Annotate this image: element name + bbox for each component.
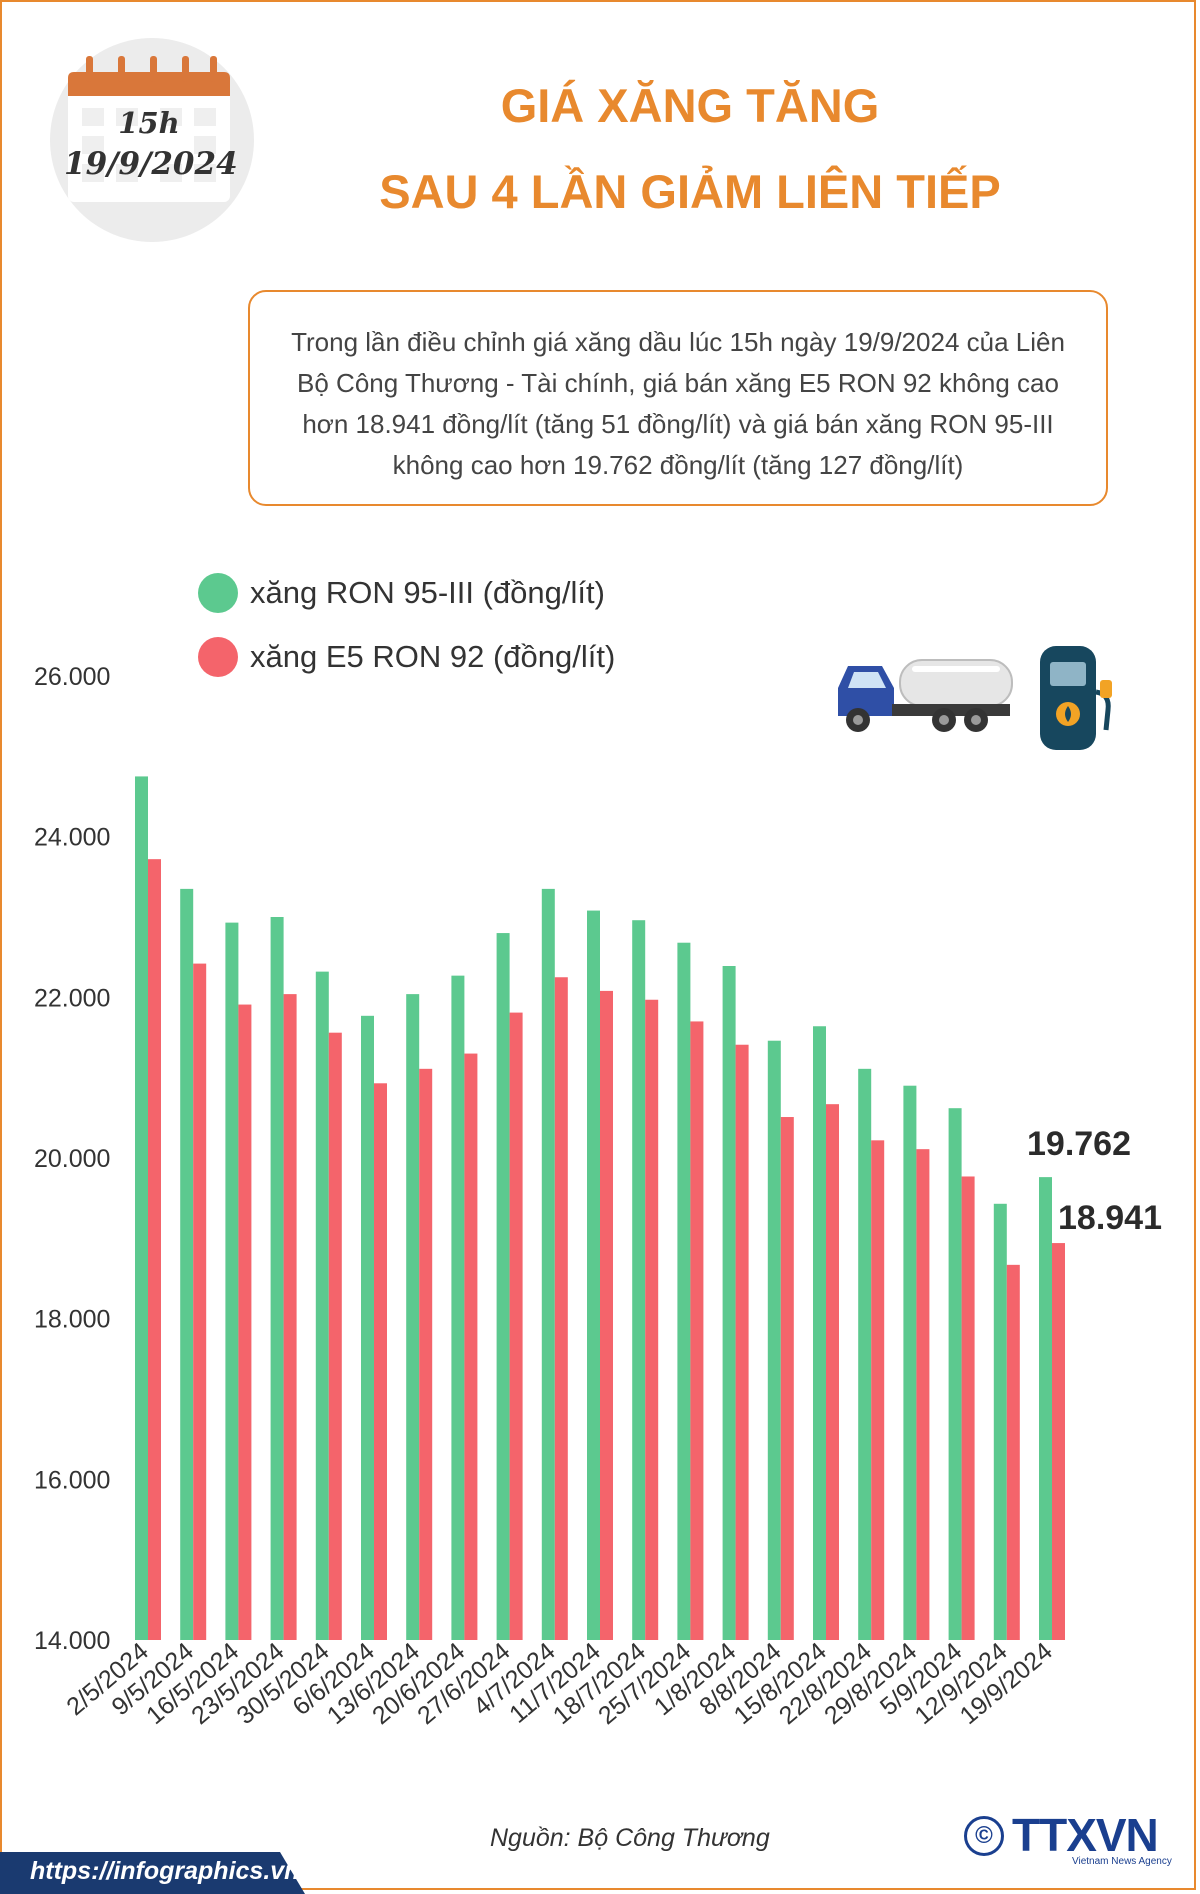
calendar-icon <box>68 56 230 202</box>
y-tick-label: 14.000 <box>34 1627 110 1655</box>
bar-ron95 <box>813 1026 826 1640</box>
legend-label-e5ron92: xăng E5 RON 92 (đồng/lít) <box>250 639 616 674</box>
legend-label-ron95: xăng RON 95-III (đồng/lít) <box>250 575 605 610</box>
description-box: Trong lần điều chỉnh giá xăng dầu lúc 15… <box>248 290 1108 506</box>
description-text: Trong lần điều chỉnh giá xăng dầu lúc 15… <box>291 327 1065 480</box>
bar-e5ron92 <box>283 994 297 1640</box>
bar-ron95 <box>858 1068 872 1640</box>
bar-e5ron92 <box>374 1083 387 1640</box>
bar-e5ron92 <box>554 977 568 1640</box>
bar-e5ron92 <box>1052 1243 1065 1640</box>
y-tick-label: 26.000 <box>34 663 110 691</box>
bar-ron95 <box>948 1108 962 1640</box>
header-date: 19/9/2024 <box>64 146 238 182</box>
legend-dot-ron95 <box>198 573 238 613</box>
bar-e5ron92 <box>148 859 161 1640</box>
bar-e5ron92 <box>826 1104 839 1640</box>
price-bar-chart: 14.000 16.000 18.000 20.000 22.000 24.000 26.0… <box>34 663 1162 1730</box>
website-link[interactable]: https://infographics.vn <box>30 1857 300 1885</box>
bar-e5ron92 <box>464 1053 478 1640</box>
bar-ron95 <box>1039 1177 1052 1640</box>
y-tick-label: 20.000 <box>34 1145 110 1173</box>
fuel-pump-icon <box>1040 646 1112 750</box>
bar-e5ron92 <box>193 963 207 1640</box>
value-annotation: 19.762 <box>1027 1125 1131 1163</box>
bar-ron95 <box>587 910 600 1640</box>
copyright-icon: © <box>964 1816 1004 1856</box>
bar-e5ron92 <box>780 1117 794 1640</box>
y-tick-label: 24.000 <box>34 824 110 852</box>
bar-e5ron92 <box>961 1176 975 1640</box>
bar-ron95 <box>903 1085 917 1640</box>
bar-ron95 <box>225 922 239 1640</box>
value-annotation: 18.941 <box>1058 1199 1162 1237</box>
bar-ron95 <box>270 917 284 1640</box>
ttxvn-logo: TTXVN <box>1012 1809 1159 1861</box>
bar-e5ron92 <box>509 1012 523 1640</box>
bar-ron95 <box>406 994 420 1640</box>
bar-e5ron92 <box>238 1004 252 1640</box>
url-bar <box>0 1852 305 1894</box>
bar-ron95 <box>135 776 148 1640</box>
bar-ron95 <box>315 971 329 1640</box>
title-line-2: SAU 4 LẦN GIẢM LIÊN TIẾP <box>379 165 1001 218</box>
bar-ron95 <box>451 975 465 1640</box>
bar-e5ron92 <box>645 999 659 1640</box>
header-time: 15h <box>118 106 180 140</box>
bar-e5ron92 <box>1006 1264 1020 1640</box>
bar-e5ron92 <box>916 1149 930 1640</box>
fuel-truck-icon <box>838 659 1013 732</box>
bar-e5ron92 <box>419 1068 433 1640</box>
bar-ron95 <box>722 966 736 1640</box>
legend-dot-e5ron92 <box>198 637 238 677</box>
bar-e5ron92 <box>871 1140 885 1640</box>
bar-ron95 <box>767 1040 781 1640</box>
title-line-1: GIÁ XĂNG TĂNG <box>500 79 880 132</box>
bar-ron95 <box>677 942 691 1640</box>
y-tick-label: 16.000 <box>34 1466 110 1494</box>
source-note: Nguồn: Bộ Công Thương <box>490 1824 770 1852</box>
bar-ron95 <box>541 888 555 1640</box>
bar-e5ron92 <box>328 1032 342 1640</box>
agency-name: Vietnam News Agency <box>1072 1856 1172 1867</box>
bar-ron95 <box>361 1015 374 1640</box>
y-tick-label: 18.000 <box>34 1306 110 1334</box>
y-tick-label: 22.000 <box>34 984 110 1012</box>
bar-e5ron92 <box>600 990 613 1640</box>
bar-e5ron92 <box>735 1044 749 1640</box>
bar-ron95 <box>496 933 510 1640</box>
bar-e5ron92 <box>690 1021 704 1640</box>
bar-ron95 <box>180 888 194 1640</box>
bar-ron95 <box>993 1203 1007 1640</box>
bar-ron95 <box>632 920 646 1640</box>
